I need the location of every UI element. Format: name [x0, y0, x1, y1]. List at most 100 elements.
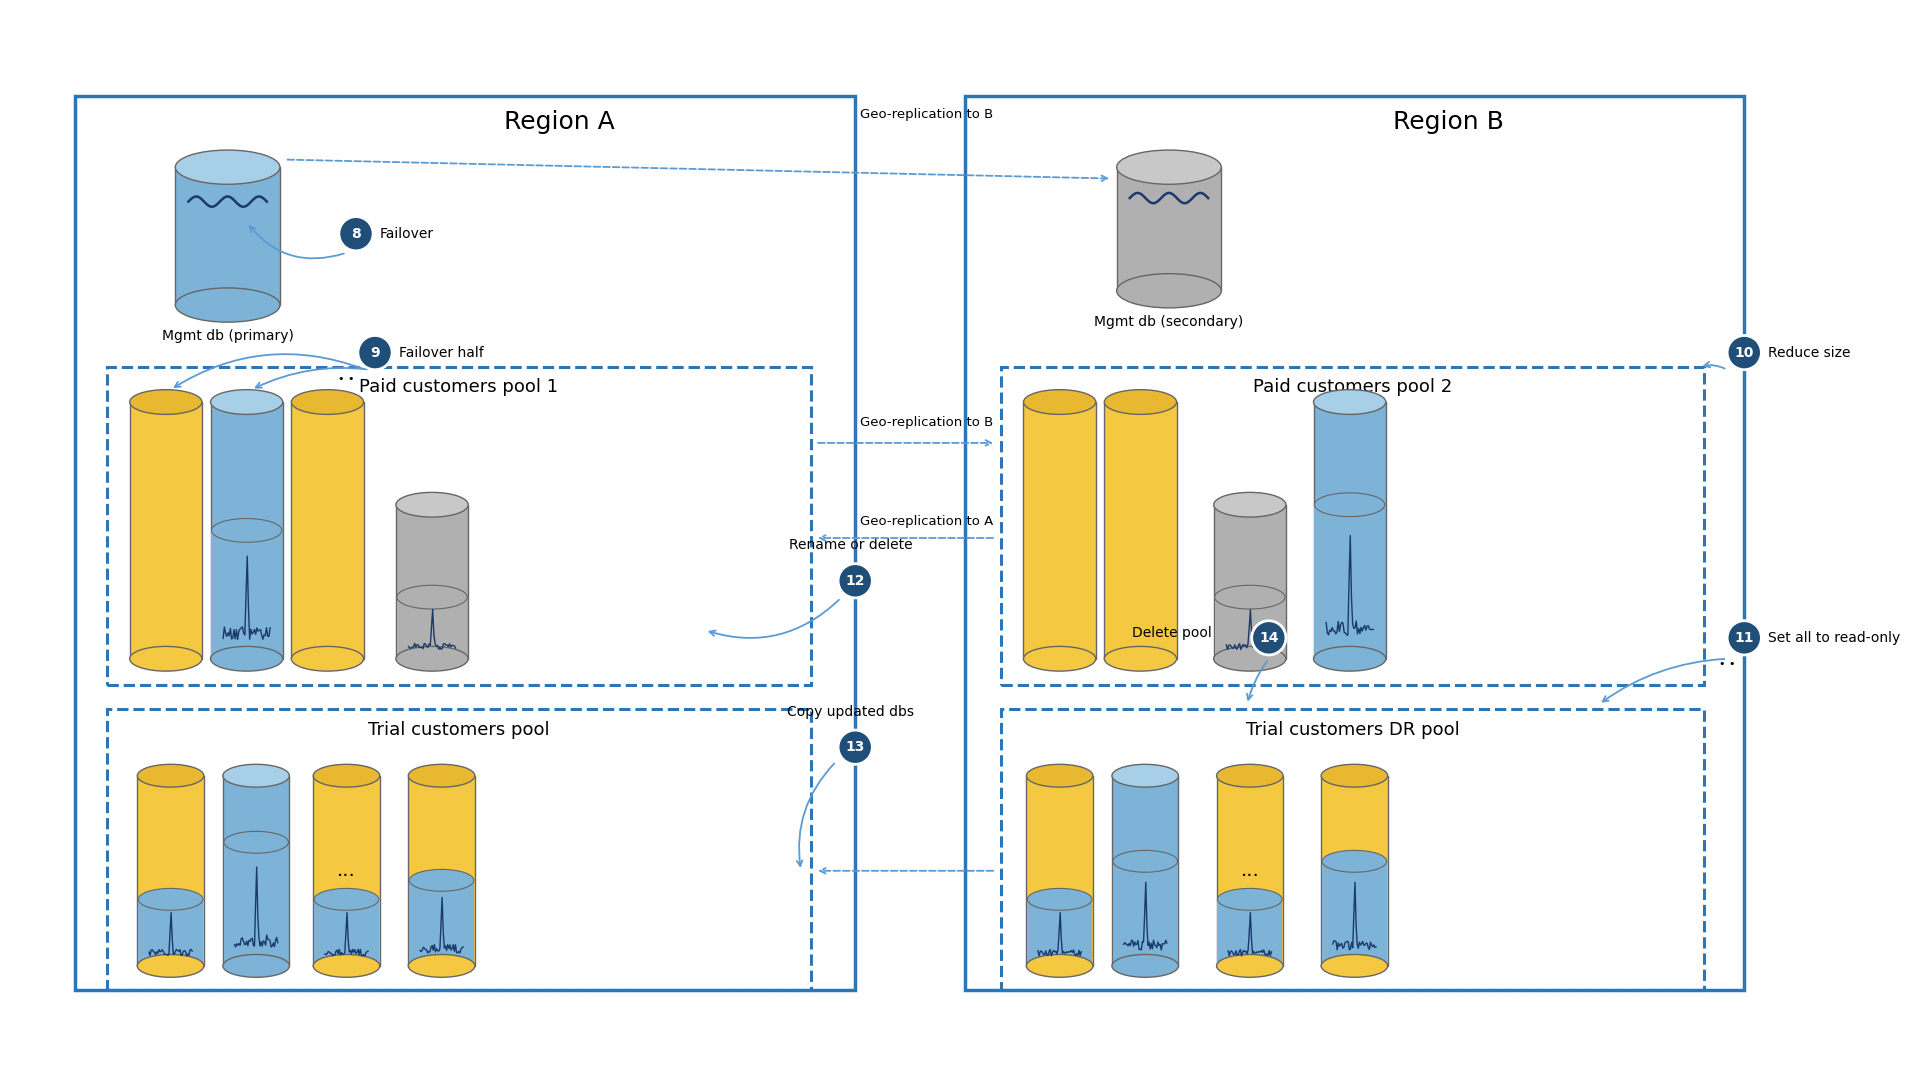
Ellipse shape: [138, 889, 203, 910]
FancyBboxPatch shape: [1112, 776, 1177, 966]
Bar: [75, 96, 856, 990]
Ellipse shape: [1321, 954, 1388, 977]
Text: 10: 10: [1734, 345, 1753, 359]
FancyBboxPatch shape: [410, 879, 473, 965]
Text: Geo-replication to B: Geo-replication to B: [859, 109, 993, 122]
Text: Mgmt db (secondary): Mgmt db (secondary): [1093, 314, 1242, 328]
Ellipse shape: [222, 954, 289, 977]
Ellipse shape: [1112, 954, 1177, 977]
Ellipse shape: [1313, 390, 1386, 414]
Ellipse shape: [1215, 954, 1282, 977]
Text: ...: ...: [1240, 861, 1259, 880]
Text: Paid customers pool 1: Paid customers pool 1: [360, 379, 559, 396]
Ellipse shape: [130, 390, 201, 414]
Bar: [1001, 709, 1703, 990]
FancyBboxPatch shape: [176, 167, 279, 305]
Bar: [107, 709, 810, 990]
Ellipse shape: [1313, 493, 1384, 516]
FancyBboxPatch shape: [1313, 402, 1386, 659]
Ellipse shape: [176, 150, 279, 184]
FancyBboxPatch shape: [224, 841, 289, 965]
Circle shape: [838, 564, 873, 598]
Ellipse shape: [211, 519, 281, 542]
Circle shape: [838, 731, 873, 764]
Text: Set all to read-only: Set all to read-only: [1767, 631, 1899, 645]
Ellipse shape: [176, 288, 279, 322]
Ellipse shape: [1116, 150, 1221, 184]
Ellipse shape: [224, 832, 289, 853]
FancyBboxPatch shape: [1104, 402, 1175, 659]
Text: Mgmt db (primary): Mgmt db (primary): [161, 329, 293, 343]
FancyBboxPatch shape: [1022, 402, 1095, 659]
FancyBboxPatch shape: [314, 898, 379, 965]
Ellipse shape: [1112, 850, 1177, 873]
Ellipse shape: [1104, 647, 1175, 671]
FancyBboxPatch shape: [1321, 861, 1386, 965]
Text: 12: 12: [844, 574, 865, 587]
FancyBboxPatch shape: [138, 776, 203, 966]
Text: Failover half: Failover half: [398, 345, 482, 359]
Circle shape: [358, 336, 392, 370]
Ellipse shape: [314, 764, 379, 788]
Ellipse shape: [1026, 954, 1093, 977]
FancyBboxPatch shape: [130, 402, 201, 659]
Text: ...: ...: [337, 861, 356, 880]
Text: Delete pool: Delete pool: [1131, 626, 1212, 640]
Text: 13: 13: [846, 740, 865, 754]
FancyBboxPatch shape: [408, 776, 475, 966]
FancyBboxPatch shape: [1321, 776, 1388, 966]
Ellipse shape: [314, 954, 379, 977]
Ellipse shape: [222, 764, 289, 788]
Ellipse shape: [1026, 889, 1091, 910]
Ellipse shape: [314, 889, 379, 910]
FancyBboxPatch shape: [1026, 898, 1091, 965]
Text: Failover: Failover: [379, 227, 434, 241]
Text: 14: 14: [1257, 631, 1279, 645]
Text: Geo-replication to B: Geo-replication to B: [859, 415, 993, 428]
Text: Geo-replication to A: Geo-replication to A: [859, 515, 993, 528]
FancyBboxPatch shape: [396, 505, 467, 659]
FancyBboxPatch shape: [211, 402, 283, 659]
Ellipse shape: [1213, 647, 1286, 671]
FancyBboxPatch shape: [1213, 505, 1286, 659]
Ellipse shape: [410, 869, 473, 891]
Text: • •: • •: [1719, 660, 1734, 669]
Text: Reduce size: Reduce size: [1767, 345, 1849, 359]
Ellipse shape: [130, 647, 201, 671]
FancyBboxPatch shape: [1116, 167, 1221, 291]
Ellipse shape: [1313, 647, 1386, 671]
FancyBboxPatch shape: [222, 776, 289, 966]
Ellipse shape: [1217, 889, 1282, 910]
Text: 11: 11: [1734, 631, 1753, 645]
Ellipse shape: [1104, 390, 1175, 414]
Ellipse shape: [1022, 647, 1095, 671]
Text: Paid customers pool 2: Paid customers pool 2: [1252, 379, 1451, 396]
Ellipse shape: [291, 390, 364, 414]
Circle shape: [1252, 621, 1286, 655]
Ellipse shape: [396, 493, 467, 518]
Ellipse shape: [211, 647, 283, 671]
Ellipse shape: [1321, 850, 1386, 873]
Circle shape: [339, 216, 373, 251]
Text: 8: 8: [350, 227, 360, 241]
Ellipse shape: [1112, 764, 1177, 788]
FancyBboxPatch shape: [314, 776, 379, 966]
Ellipse shape: [211, 390, 283, 414]
FancyBboxPatch shape: [1112, 861, 1177, 965]
Ellipse shape: [1321, 764, 1388, 788]
Ellipse shape: [138, 764, 203, 788]
Circle shape: [1726, 621, 1761, 655]
Text: • •: • •: [339, 374, 354, 384]
Ellipse shape: [396, 585, 467, 609]
Text: Copy updated dbs: Copy updated dbs: [787, 705, 913, 719]
Ellipse shape: [1215, 764, 1282, 788]
FancyBboxPatch shape: [1313, 504, 1384, 657]
FancyBboxPatch shape: [138, 898, 203, 965]
Ellipse shape: [408, 764, 475, 788]
Bar: [107, 367, 810, 685]
FancyBboxPatch shape: [291, 402, 364, 659]
Ellipse shape: [291, 647, 364, 671]
FancyBboxPatch shape: [1026, 776, 1093, 966]
Text: Region B: Region B: [1391, 110, 1502, 134]
Circle shape: [1726, 336, 1761, 370]
